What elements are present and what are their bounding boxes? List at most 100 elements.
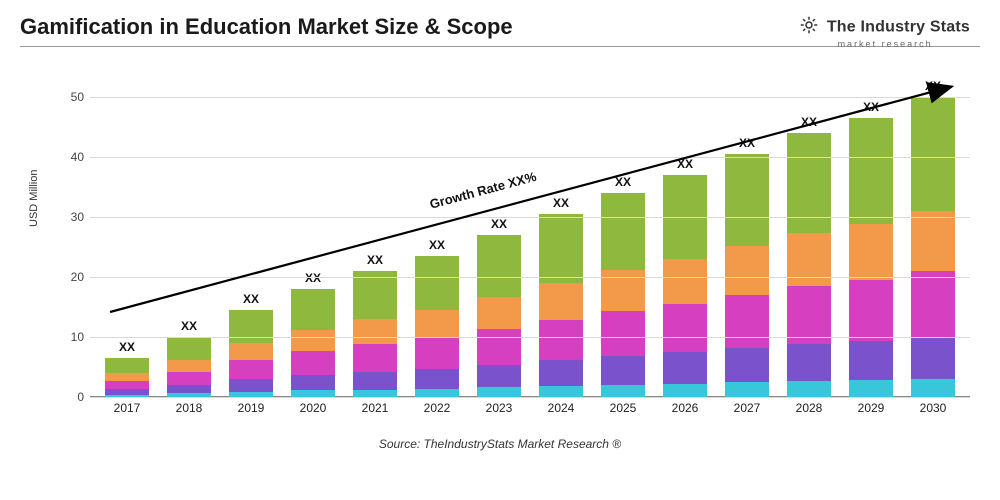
gear-icon	[800, 16, 818, 39]
bar-column: XX	[351, 253, 399, 397]
bar-stack	[539, 214, 583, 397]
grid-line	[90, 97, 970, 98]
bar-segment	[663, 352, 707, 383]
bar-segment	[167, 385, 211, 393]
bar-segment	[787, 344, 831, 381]
bar-value-label: XX	[801, 115, 817, 129]
bar-segment	[229, 343, 273, 360]
bar-segment	[415, 256, 459, 310]
bar-segment	[663, 304, 707, 353]
bar-segment	[663, 384, 707, 398]
bar-column: XX	[165, 319, 213, 397]
bar-segment	[787, 286, 831, 344]
bar-stack	[477, 235, 521, 397]
x-tick-label: 2018	[165, 401, 213, 415]
bar-column: XX	[537, 196, 585, 397]
brand-logo: The Industry Stats market research	[800, 16, 970, 49]
bar-stack	[849, 118, 893, 397]
bar-segment	[849, 280, 893, 341]
bar-segment	[787, 133, 831, 233]
bar-column: XX	[909, 79, 957, 397]
bar-column: XX	[723, 136, 771, 397]
bar-segment	[229, 379, 273, 391]
bar-segment	[787, 233, 831, 286]
bar-value-label: XX	[677, 157, 693, 171]
bar-segment	[911, 379, 955, 397]
bar-segment	[849, 380, 893, 397]
source-caption: Source: TheIndustryStats Market Research…	[20, 437, 980, 451]
bar-segment	[291, 375, 335, 390]
plot-area: XXXXXXXXXXXXXXXXXXXXXXXXXXXX 01020304050	[90, 67, 970, 397]
x-tick-label: 2023	[475, 401, 523, 415]
bar-segment	[849, 224, 893, 280]
grid-line	[90, 277, 970, 278]
x-tick-label: 2027	[723, 401, 771, 415]
bar-segment	[291, 390, 335, 397]
bar-segment	[539, 320, 583, 360]
bar-segment	[291, 330, 335, 352]
x-tick-label: 2020	[289, 401, 337, 415]
y-tick-label: 10	[50, 330, 84, 344]
bar-segment	[353, 344, 397, 372]
logo-text: The Industry Stats	[827, 19, 970, 36]
bar-value-label: XX	[491, 217, 507, 231]
bar-segment	[787, 381, 831, 397]
chart-container: Gamification in Education Market Size & …	[0, 0, 1000, 500]
y-tick-label: 0	[50, 390, 84, 404]
x-tick-label: 2021	[351, 401, 399, 415]
bar-segment	[911, 271, 955, 337]
bar-value-label: XX	[243, 292, 259, 306]
bar-segment	[911, 97, 955, 211]
bar-segment	[167, 337, 211, 360]
bar-column: XX	[847, 100, 895, 397]
bar-segment	[477, 329, 521, 365]
x-tick-label: 2029	[847, 401, 895, 415]
bar-segment	[601, 193, 645, 270]
bar-segment	[539, 386, 583, 397]
bar-segment	[601, 311, 645, 356]
chart-zone: USD Million XXXXXXXXXXXXXXXXXXXXXXXXXXXX…	[20, 57, 980, 457]
bar-stack	[291, 289, 335, 397]
bar-column: XX	[103, 340, 151, 397]
x-axis-labels: 2017201820192020202120222023202420252026…	[90, 401, 970, 415]
bar-segment	[911, 211, 955, 271]
bar-segment	[167, 372, 211, 385]
bar-segment	[849, 341, 893, 380]
grid-line	[90, 217, 970, 218]
bar-stack	[725, 154, 769, 397]
bar-segment	[477, 387, 521, 397]
bar-segment	[477, 235, 521, 297]
bar-segment	[353, 319, 397, 344]
bar-value-label: XX	[429, 238, 445, 252]
bar-stack	[167, 337, 211, 397]
bar-stack	[911, 97, 955, 397]
bar-value-label: XX	[739, 136, 755, 150]
x-tick-label: 2024	[537, 401, 585, 415]
bar-segment	[725, 246, 769, 295]
bar-column: XX	[289, 271, 337, 397]
bar-segment	[601, 385, 645, 397]
bar-stack	[663, 175, 707, 397]
bar-segment	[477, 297, 521, 329]
bar-value-label: XX	[181, 319, 197, 333]
bar-value-label: XX	[119, 340, 135, 354]
bar-segment	[601, 356, 645, 385]
bar-stack	[787, 133, 831, 397]
bar-segment	[415, 338, 459, 369]
x-tick-label: 2019	[227, 401, 275, 415]
x-tick-label: 2025	[599, 401, 647, 415]
bar-value-label: XX	[925, 79, 941, 93]
bar-segment	[415, 369, 459, 389]
bar-segment	[539, 283, 583, 320]
bar-segment	[911, 337, 955, 379]
bar-segment	[105, 358, 149, 373]
bar-segment	[353, 390, 397, 398]
grid-line	[90, 157, 970, 158]
x-tick-label: 2022	[413, 401, 461, 415]
bar-value-label: XX	[367, 253, 383, 267]
bar-segment	[105, 381, 149, 390]
grid-line	[90, 337, 970, 338]
bar-segment	[725, 295, 769, 348]
bar-column: XX	[227, 292, 275, 397]
bar-segment	[291, 289, 335, 330]
